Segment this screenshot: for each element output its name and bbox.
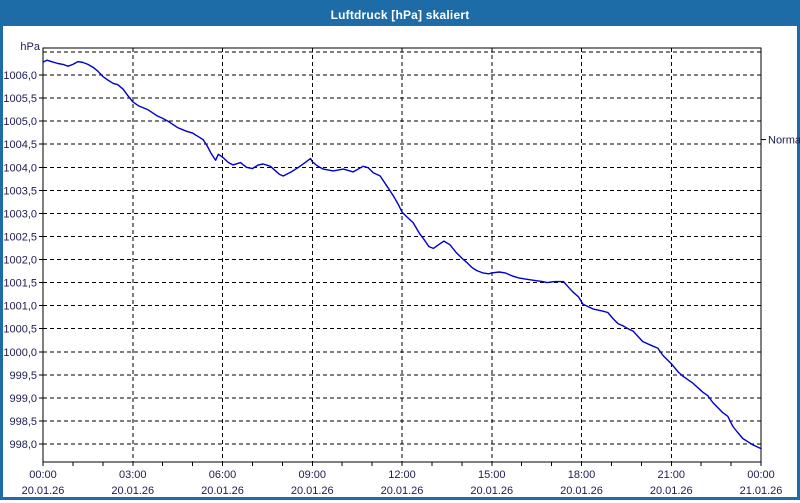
y-tick-label: 1003,0 xyxy=(3,208,37,220)
y-tick-label: 1002,0 xyxy=(3,255,37,267)
y-tick-label: 1005,5 xyxy=(3,93,37,105)
x-gridlines xyxy=(132,48,672,462)
x-date-label: 20.01.26 xyxy=(111,485,154,497)
y-axis-ticks xyxy=(39,74,43,445)
x-time-label: 12:00 xyxy=(388,469,416,481)
y-tick-label: 998,0 xyxy=(9,439,37,451)
y-axis-unit: hPa xyxy=(20,41,40,53)
normal-label: Normal xyxy=(768,135,800,147)
y-axis-unit-label: hPa xyxy=(20,41,40,53)
x-date-label: 20.01.26 xyxy=(201,485,244,497)
x-date-label: 20.01.26 xyxy=(291,485,334,497)
x-time-label: 00:00 xyxy=(747,469,775,481)
normal-marker: Normal xyxy=(761,135,800,147)
y-tick-label: 1003,5 xyxy=(3,185,37,197)
y-tick-label: 1004,5 xyxy=(3,139,37,151)
y-tick-label: 1001,5 xyxy=(3,278,37,290)
title-bar[interactable]: Luftdruck [hPa] skaliert xyxy=(3,3,797,26)
y-tick-label: 1004,0 xyxy=(3,162,37,174)
x-time-label: 06:00 xyxy=(209,469,237,481)
pressure-line xyxy=(42,59,762,450)
y-tick-label: 1006,0 xyxy=(3,70,37,82)
x-date-label: 21.01.26 xyxy=(740,485,783,497)
pressure-series-line xyxy=(42,59,762,450)
x-date-label: 20.01.26 xyxy=(470,485,513,497)
x-date-label: 20.01.26 xyxy=(381,485,424,497)
y-tick-label: 1005,0 xyxy=(3,116,37,128)
x-time-label: 15:00 xyxy=(478,469,506,481)
y-axis-labels: 1006,0 1005,5 1005,0 1004,5 1004,0 1003,5 1003… xyxy=(3,70,37,451)
x-axis-ticks xyxy=(42,462,762,466)
x-axis-labels: 00:00 20.01.26 03:00 20.01.26 06:00 20.01.26 0… xyxy=(22,469,783,497)
y-tick-label: 1001,0 xyxy=(3,301,37,313)
x-date-label: 20.01.26 xyxy=(560,485,603,497)
y-tick-label: 1000,0 xyxy=(3,347,37,359)
x-time-label: 18:00 xyxy=(568,469,596,481)
y-tick-label: 999,5 xyxy=(9,370,37,382)
x-date-label: 20.01.26 xyxy=(650,485,693,497)
x-date-label: 20.01.26 xyxy=(22,485,65,497)
pressure-chart: 1006,0 1005,5 1005,0 1004,5 1004,0 1003,5 1003… xyxy=(3,41,800,497)
window-title: Luftdruck [hPa] skaliert xyxy=(330,7,470,22)
x-time-label: 00:00 xyxy=(29,469,57,481)
x-time-label: 21:00 xyxy=(657,469,685,481)
y-tick-label: 998,5 xyxy=(9,416,37,428)
y-tick-label: 1000,5 xyxy=(3,324,37,336)
y-tick-label: 1002,5 xyxy=(3,231,37,243)
x-time-label: 09:00 xyxy=(298,469,326,481)
y-tick-label: 999,0 xyxy=(9,393,37,405)
x-time-label: 03:00 xyxy=(119,469,147,481)
